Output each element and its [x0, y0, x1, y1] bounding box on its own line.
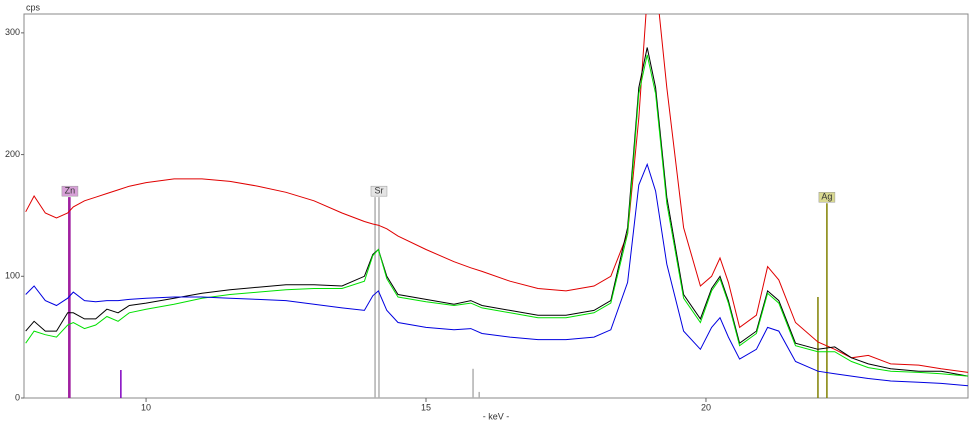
- y-tick-label: 100: [5, 271, 20, 281]
- y-tick-label: 300: [5, 27, 20, 37]
- element-label-box: [61, 185, 79, 197]
- element-label: Zn: [65, 186, 76, 196]
- x-tick-label: 15: [421, 402, 431, 412]
- y-axis-label: cps: [26, 2, 41, 12]
- y-tick-label: 200: [5, 149, 20, 159]
- y-tick-label: 0: [15, 392, 20, 402]
- spectrum-line: [25, 14, 968, 373]
- x-tick-label: 20: [701, 402, 711, 412]
- plot-area: [25, 14, 968, 398]
- x-tick-label: 10: [141, 402, 151, 412]
- spectrum-line: [25, 47, 968, 377]
- element-label-box: [370, 185, 388, 197]
- element-label: Ag: [821, 192, 832, 202]
- spectrum-line: [25, 54, 968, 377]
- plot-frame: [23, 13, 969, 399]
- x-axis-label: - keV -: [483, 411, 510, 421]
- element-label-box: [818, 192, 836, 203]
- element-label: Sr: [374, 186, 383, 196]
- spectrum-line: [25, 162, 968, 387]
